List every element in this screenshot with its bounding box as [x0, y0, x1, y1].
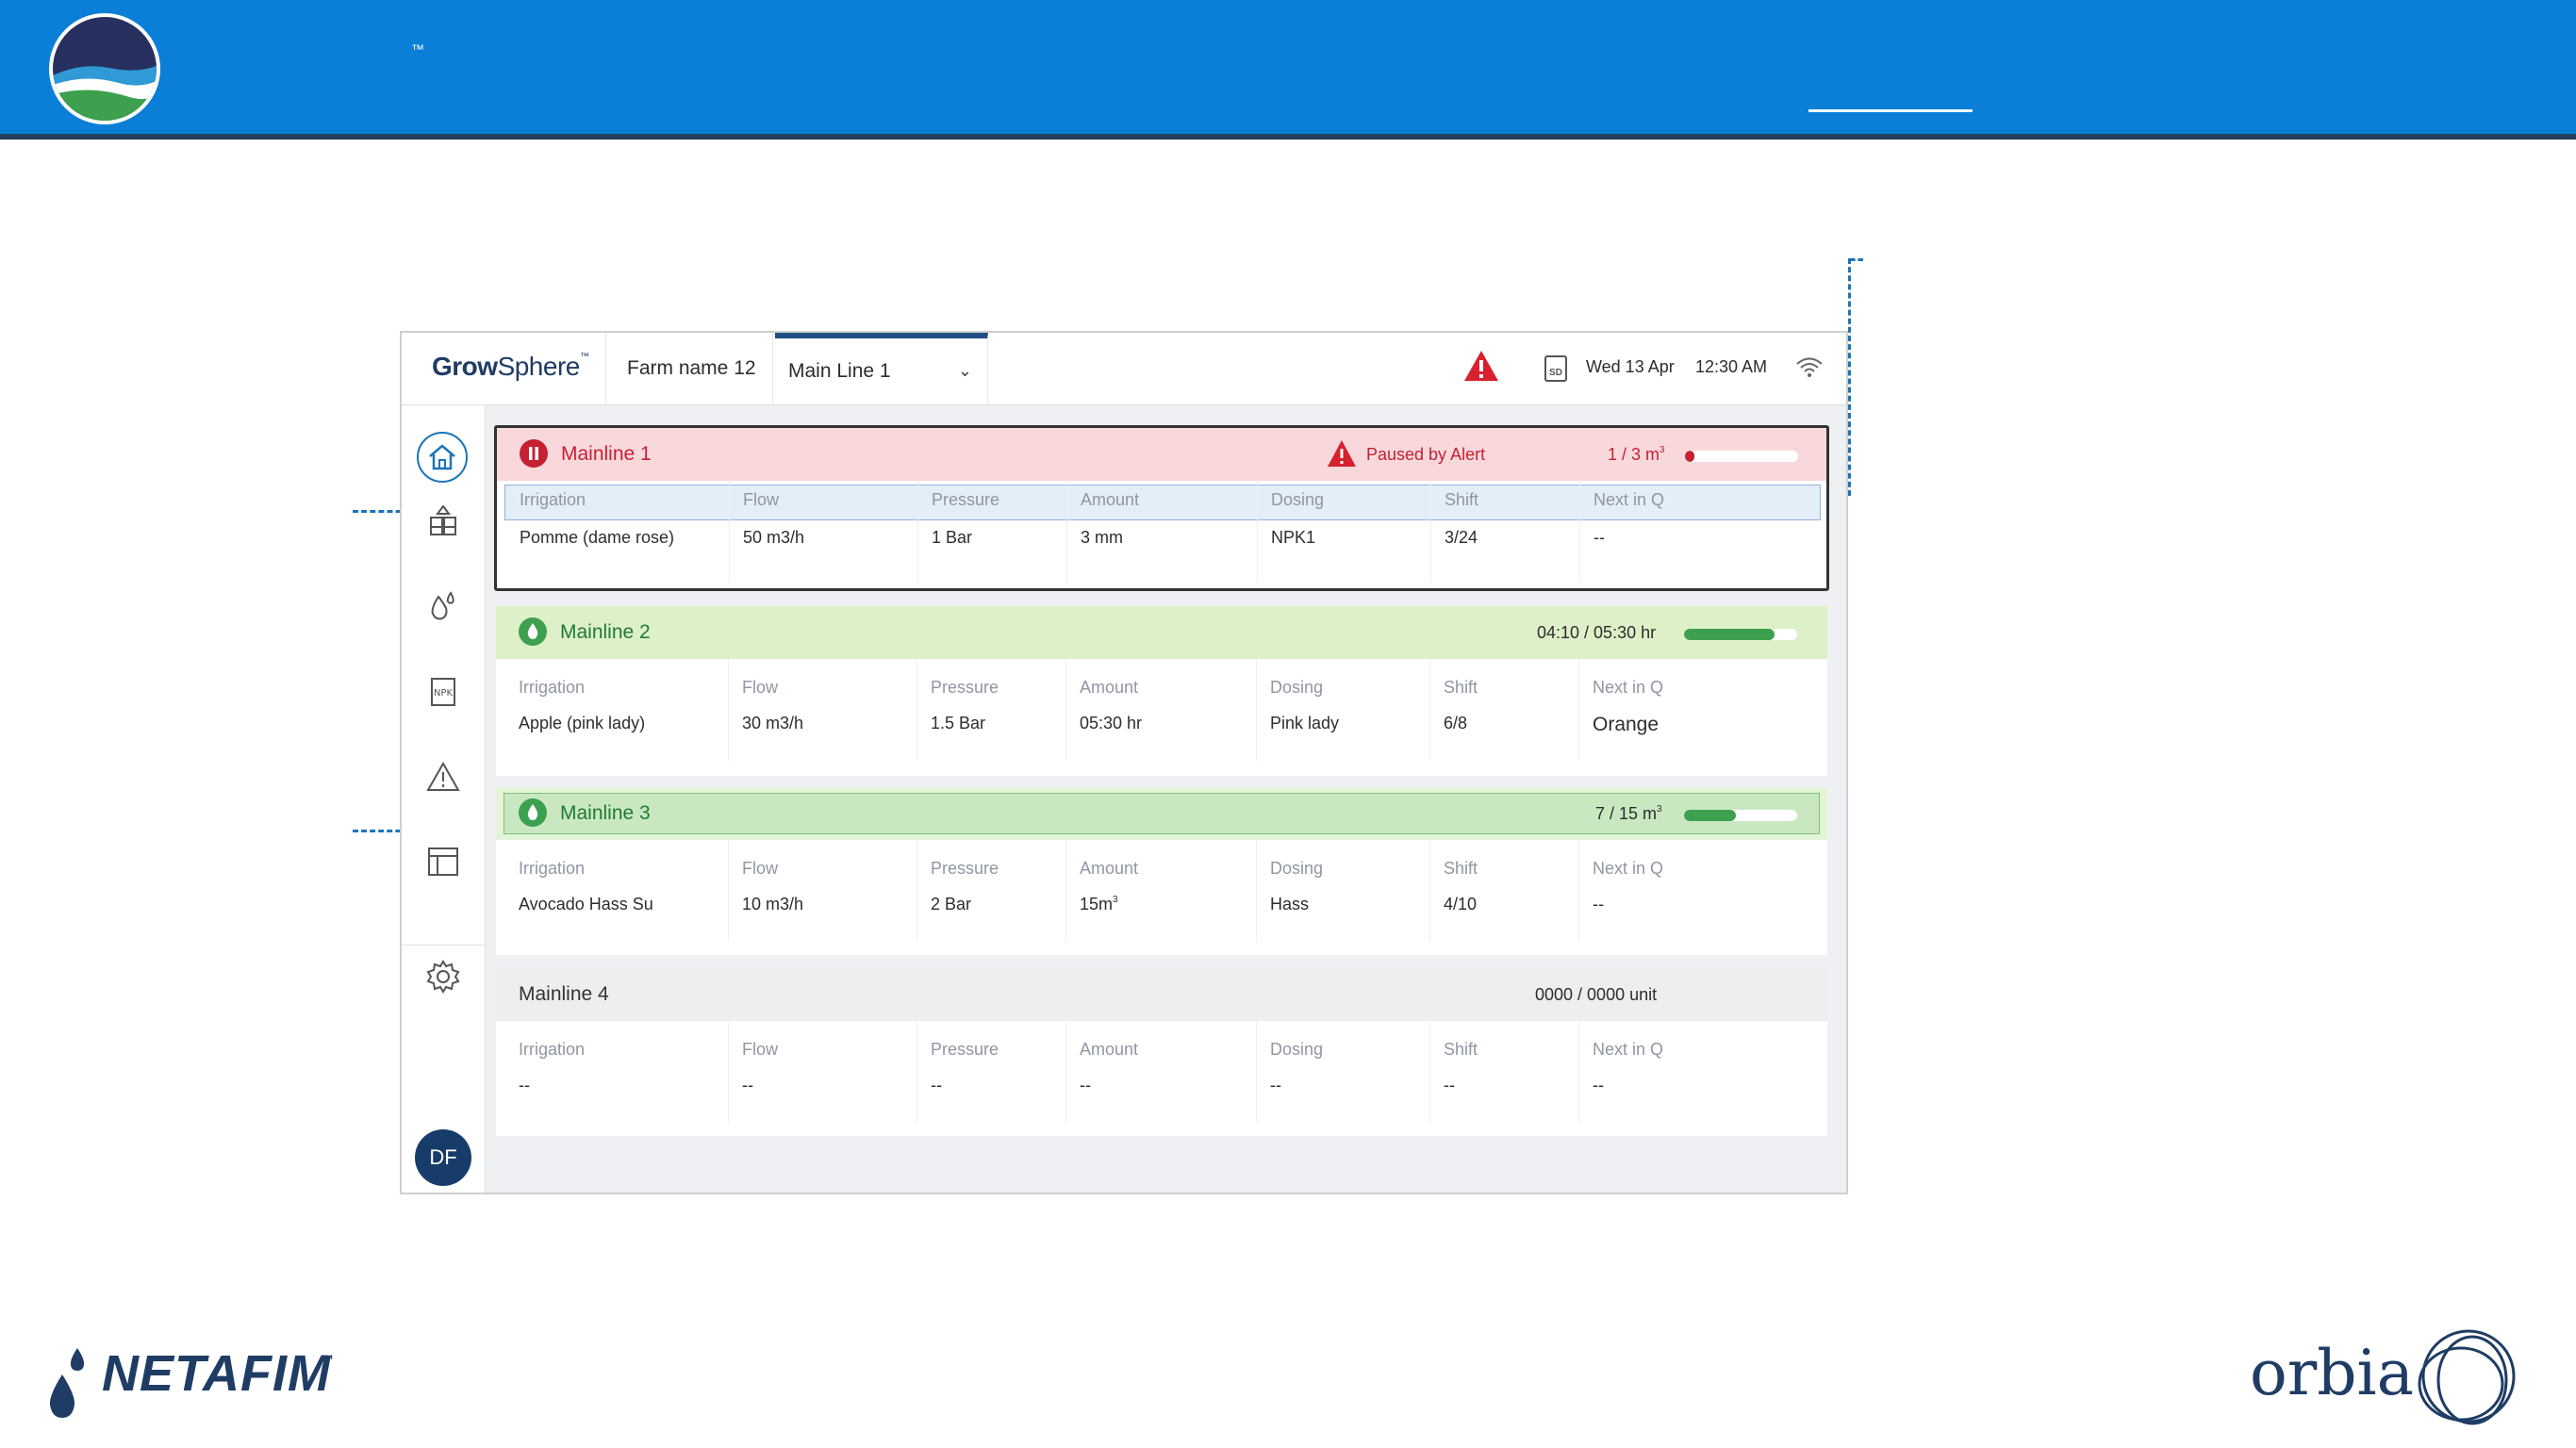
side-navigation: NPK DF [402, 405, 486, 1193]
progress-text: 04:10 / 05:30 hr [1537, 623, 1657, 642]
progress-fill [1685, 451, 1694, 462]
col-shift: Shift 6/8 [1429, 659, 1579, 761]
water-drop-icon [519, 617, 547, 646]
col-shift: Shift -- [1429, 1021, 1579, 1123]
mainline-dropdown[interactable]: Main Line 1 ⌄ [775, 333, 988, 404]
orbia-mark-icon [2410, 1324, 2521, 1440]
netafim-drop-icon [45, 1342, 96, 1432]
col-dosing: Dosing NPK1 [1257, 481, 1431, 583]
banner-underline [1808, 109, 1973, 112]
mainline-details: Irrigation Pomme (dame rose) Flow 50 m3/h … [497, 481, 1826, 594]
col-amount: Amount 3 mm [1066, 481, 1258, 583]
trademark-mark: ™ [411, 41, 424, 57]
mainline-card-2[interactable]: Mainline 2 04:10 / 05:30 hr Irrigation Ap… [496, 606, 1827, 776]
col-irrigation: Irrigation -- [519, 1040, 586, 1094]
table-icon[interactable] [422, 841, 464, 882]
col-amount: Amount 15m3 [1065, 840, 1257, 942]
mainline-title: Mainline 4 [519, 983, 609, 1005]
col-irrigation: Irrigation Avocado Hass Su [519, 859, 653, 913]
alert-status-text: Paused by Alert [1366, 445, 1486, 464]
paused-alert-icon [1327, 439, 1357, 472]
col-amount: Amount 05:30 hr [1065, 659, 1257, 761]
water-drop-icon [519, 798, 547, 827]
netafim-logo: NETAFIM [102, 1345, 331, 1402]
home-icon[interactable] [417, 432, 468, 483]
col-pressure: Pressure 2 Bar [916, 840, 1066, 942]
settings-icon[interactable] [422, 956, 464, 997]
col-pressure: Pressure 1 Bar [917, 481, 1067, 583]
col-next-in-q: Next in Q Orange [1578, 659, 1825, 761]
mainline-header: Mainline 3 7 / 15 m3 [496, 787, 1827, 840]
callout-line [1848, 258, 1851, 496]
progress-bar [1684, 629, 1797, 640]
col-flow: Flow 50 m3/h [729, 481, 918, 583]
progress-text: 7 / 15 m3 [1595, 804, 1662, 823]
column-header-highlight [504, 485, 1821, 520]
col-dosing: Dosing Hass [1256, 840, 1430, 942]
col-irrigation: Irrigation Pomme (dame rose) [520, 490, 675, 547]
chevron-down-icon: ⌄ [957, 361, 972, 380]
mainline-header-highlight [504, 793, 1820, 834]
col-next-in-q: Next in Q -- [1578, 840, 1825, 942]
progress-fill [1684, 810, 1736, 821]
alert-icon[interactable] [1463, 350, 1499, 387]
col-flow: Flow 10 m3/h [728, 840, 917, 942]
mainline-card-1[interactable]: Mainline 1 Paused by Alert 1 / 3 m3 Irri… [494, 425, 1829, 591]
mainline-details: Irrigation Avocado Hass Su Flow 10 m3/h Pr… [496, 840, 1827, 953]
top-banner: ™ [0, 0, 2576, 140]
col-flow: Flow 30 m3/h [728, 659, 917, 761]
app-topbar: GrowSphere™ Farm name 12 Main Line 1 ⌄ S… [402, 333, 1846, 405]
progress-bar [1684, 810, 1797, 821]
col-pressure: Pressure 1.5 Bar [916, 659, 1066, 761]
mainline-title: Mainline 2 [560, 621, 651, 643]
time-display: 12:30 AM [1695, 357, 1768, 376]
col-next-in-q: Next in Q -- [1578, 1021, 1825, 1123]
nav-divider [402, 945, 485, 946]
wifi-icon [1795, 355, 1824, 383]
callout-line [1850, 258, 1863, 261]
mainline-details: Irrigation Apple (pink lady) Flow 30 m3/h … [496, 659, 1827, 772]
col-dosing: Dosing -- [1256, 1021, 1430, 1123]
svg-text:NPK: NPK [434, 688, 454, 699]
app-brand: GrowSphere™ [432, 352, 589, 381]
user-avatar[interactable]: DF [415, 1129, 471, 1186]
mainline-header: Mainline 2 04:10 / 05:30 hr [496, 606, 1827, 659]
mainline-dropdown-label: Main Line 1 [788, 360, 891, 382]
progress-text: 1 / 3 m3 [1608, 445, 1665, 464]
mainline-title: Mainline 3 [560, 802, 651, 824]
progress-bar [1685, 451, 1798, 462]
pause-icon[interactable] [520, 439, 548, 468]
npk-icon[interactable]: NPK [422, 671, 464, 713]
col-pressure: Pressure -- [916, 1021, 1066, 1123]
mainline-header: Mainline 4 0000 / 0000 unit [496, 968, 1827, 1021]
fields-icon[interactable] [422, 500, 464, 541]
col-irrigation: Irrigation Apple (pink lady) [519, 678, 646, 732]
progress-fill [1684, 629, 1775, 640]
col-dosing: Dosing Pink lady [1256, 659, 1430, 761]
sd-card-icon: SD [1544, 355, 1567, 382]
mainline-header: Mainline 1 Paused by Alert 1 / 3 m3 [497, 428, 1826, 481]
farm-selector[interactable]: Farm name 12 [605, 333, 773, 404]
col-shift: Shift 4/10 [1429, 840, 1579, 942]
growsphere-app: GrowSphere™ Farm name 12 Main Line 1 ⌄ S… [400, 331, 1848, 1194]
col-shift: Shift 3/24 [1430, 481, 1580, 583]
growsphere-logo-icon [49, 13, 160, 124]
col-amount: Amount -- [1065, 1021, 1257, 1123]
progress-text: 0000 / 0000 unit [1535, 985, 1658, 1004]
date-display: Wed 13 Apr [1586, 357, 1675, 376]
mainline-card-3[interactable]: Mainline 3 7 / 15 m3 Irrigation Avocado H… [496, 787, 1827, 955]
netafim-trademark: ™ [321, 1352, 334, 1367]
mainline-card-4[interactable]: Mainline 4 0000 / 0000 unit Irrigation --… [496, 968, 1827, 1136]
col-flow: Flow -- [728, 1021, 917, 1123]
orbia-logo: orbia [2250, 1337, 2414, 1409]
water-drops-icon[interactable] [422, 584, 464, 626]
col-next-in-q: Next in Q -- [1579, 481, 1825, 583]
mainline-title: Mainline 1 [561, 443, 652, 465]
warning-icon[interactable] [422, 756, 464, 798]
mainline-details: Irrigation -- Flow -- Pressure -- Amount -- … [496, 1021, 1827, 1134]
